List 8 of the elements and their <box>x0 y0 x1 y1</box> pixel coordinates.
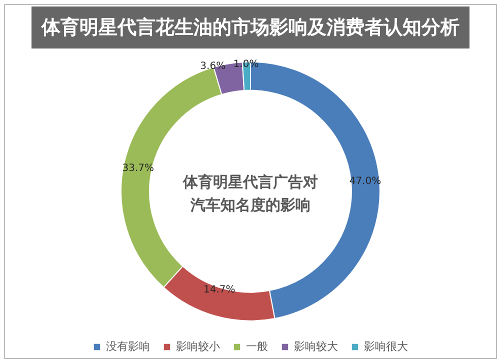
legend-label: 一般 <box>246 339 268 354</box>
chart-title: 体育明星代言花生油的市场影响及消费者认知分析 <box>40 16 460 39</box>
data-label: 14.7% <box>204 284 236 296</box>
text: 体育明星代言广告对汽车知名度的影响 <box>182 173 318 214</box>
legend-label: 影响较小 <box>176 339 220 354</box>
legend-label: 没有影响 <box>106 339 150 354</box>
legend-label: 影响很大 <box>364 339 408 354</box>
legend-label: 影响较大 <box>294 339 338 354</box>
